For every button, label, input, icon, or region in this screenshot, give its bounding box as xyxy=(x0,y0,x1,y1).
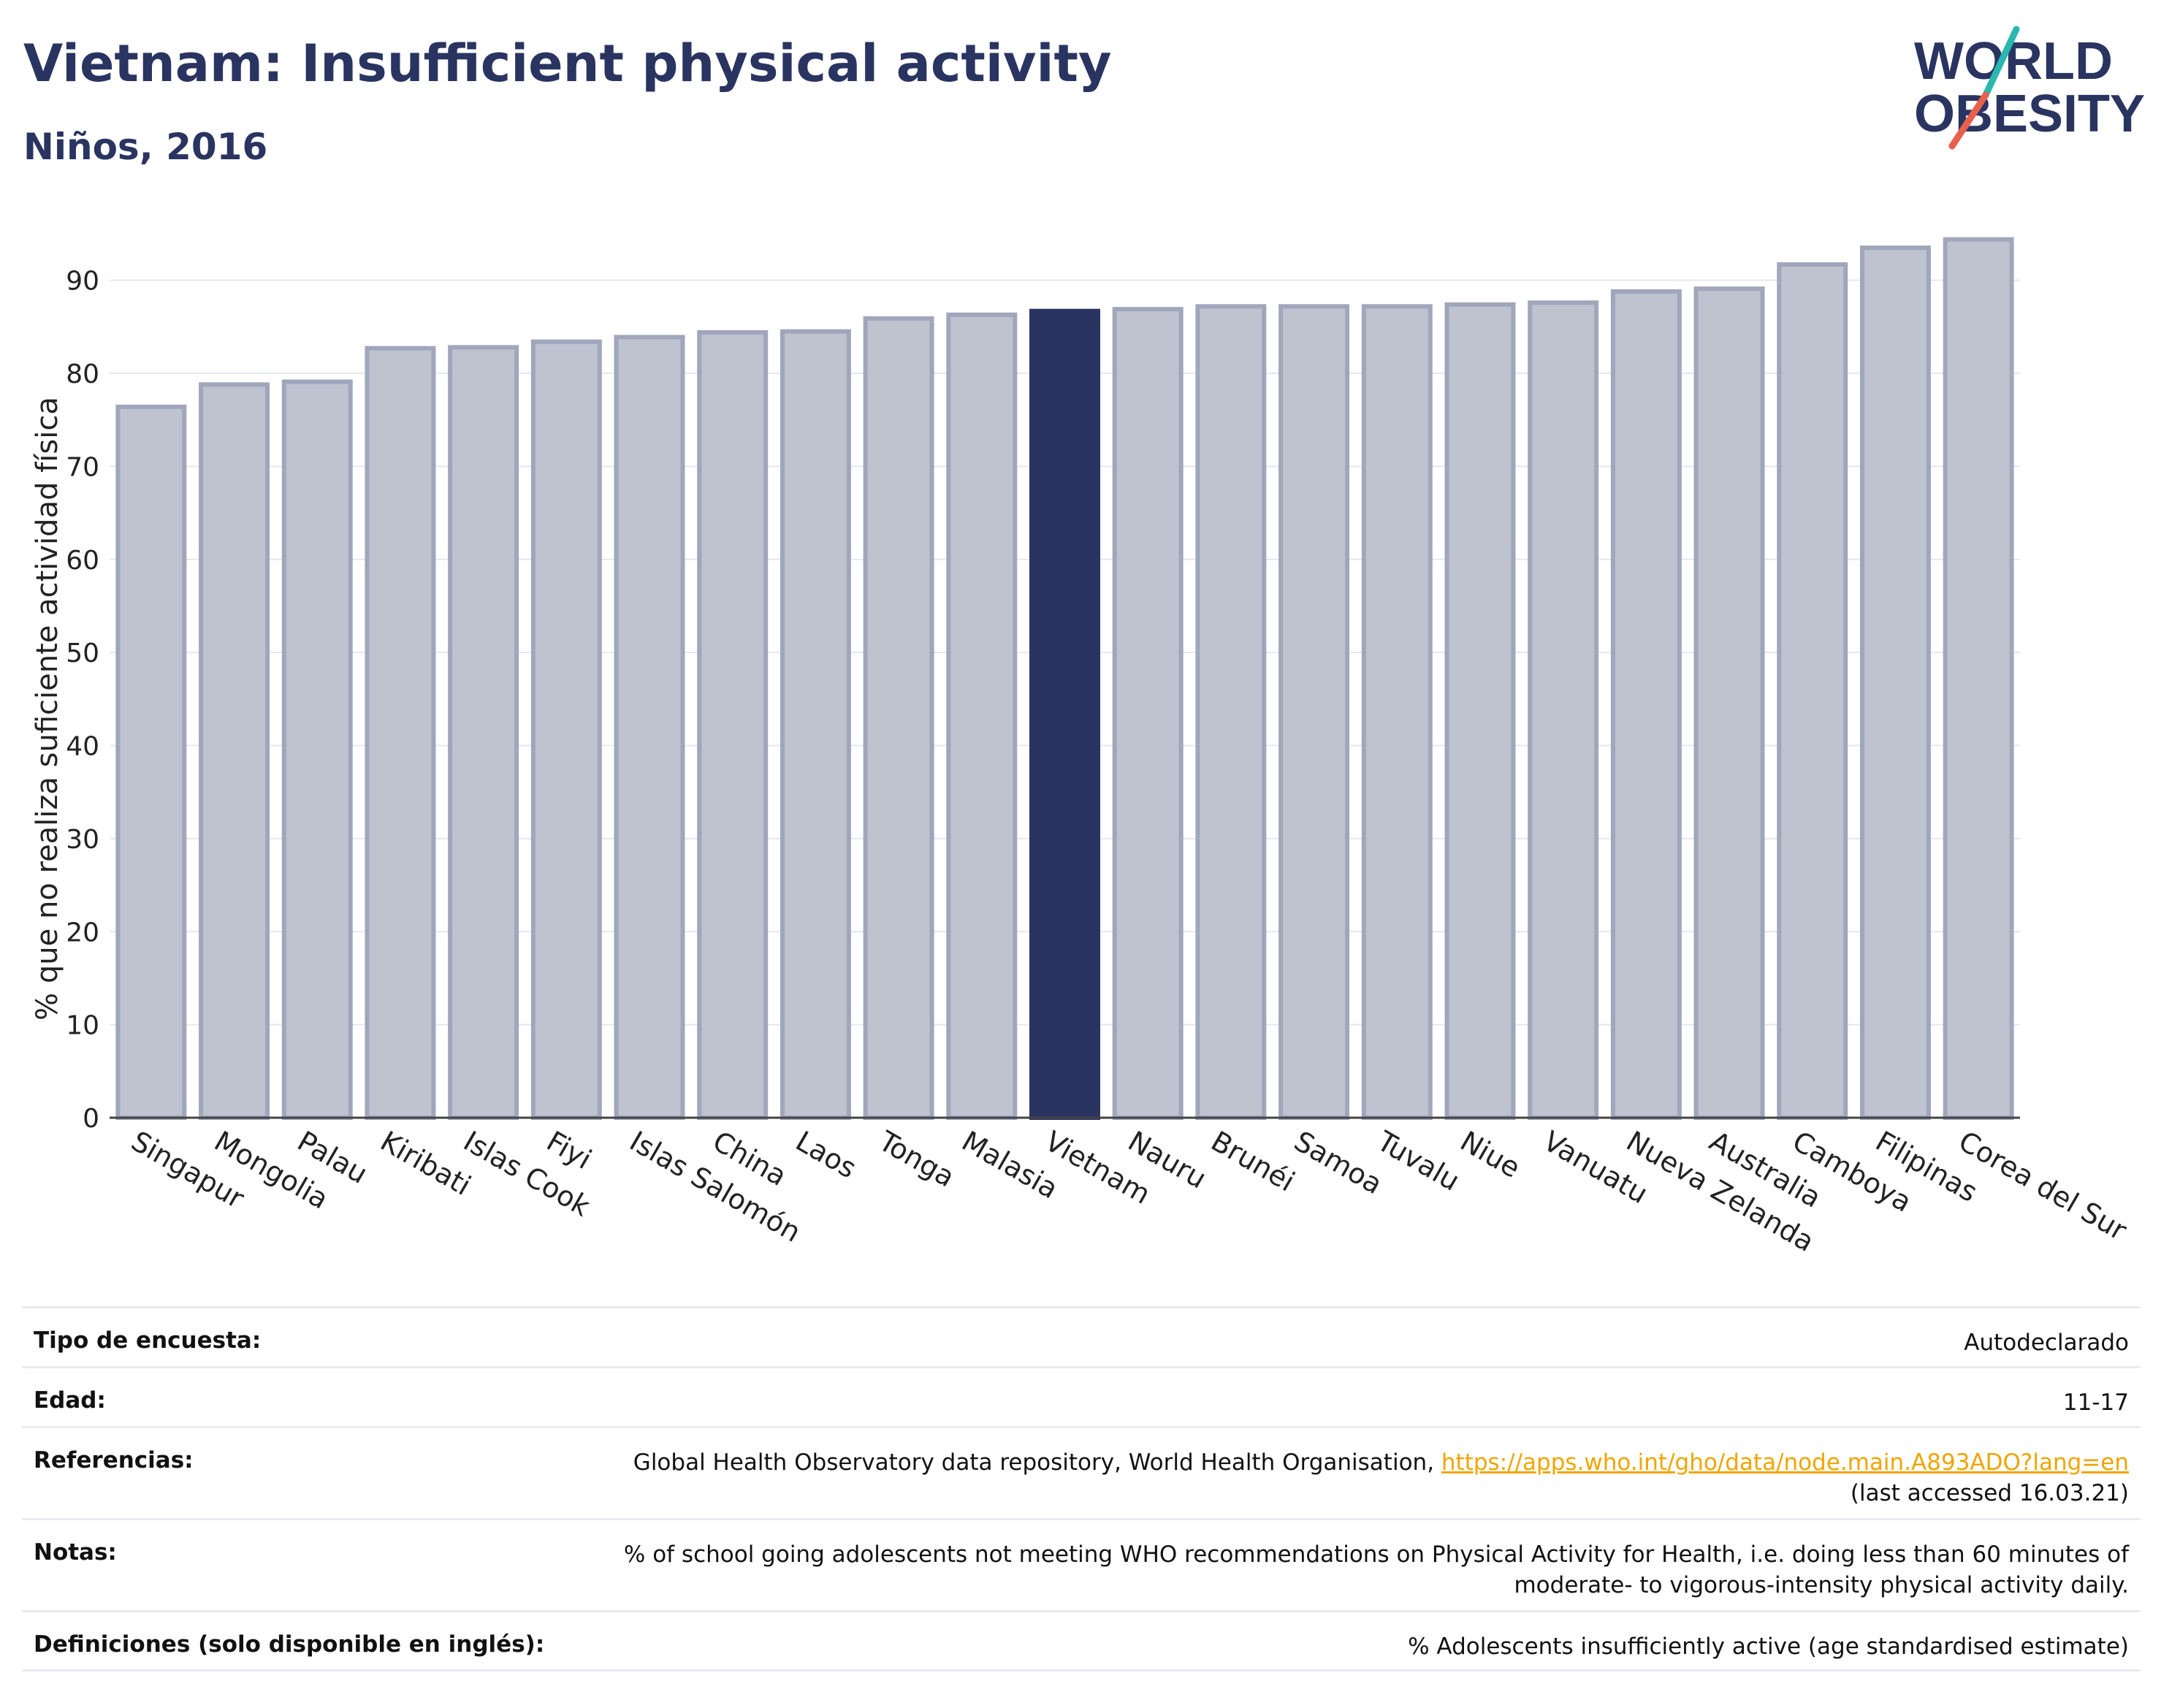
y-tick-label: 40 xyxy=(66,732,99,762)
x-tick-label: Corea del Sur xyxy=(1954,1125,2133,1247)
references-label: Referencias: xyxy=(34,1447,194,1473)
bar xyxy=(1112,307,1184,1120)
bar-chart: 0 10 20 30 40 50 60 70 80 90 SingapurMongoliaPala… xyxy=(31,237,2133,1258)
bar xyxy=(199,382,270,1120)
bar xyxy=(1278,304,1350,1120)
y-tick-label: 10 xyxy=(66,1011,99,1041)
bar xyxy=(448,345,519,1120)
page-subtitle: Niños, 2016 xyxy=(23,126,268,168)
bar xyxy=(365,346,436,1120)
bar xyxy=(780,329,851,1121)
info-row-survey-type: Tipo de encuesta: Autodeclarado xyxy=(22,1306,2141,1366)
age-label: Edad: xyxy=(34,1387,106,1414)
logo-slash-teal xyxy=(1982,26,2020,99)
world-obesity-logo: WORLD OBESITY xyxy=(1914,26,2145,150)
info-row-notes: Notas: % of school going adolescents not… xyxy=(22,1518,2141,1610)
references-value: Global Health Observatory data repositor… xyxy=(633,1447,2129,1509)
bar xyxy=(946,312,1018,1120)
bar xyxy=(1777,262,1848,1120)
references-text: Global Health Observatory data repositor… xyxy=(633,1449,1441,1476)
x-tick-label: Tonga xyxy=(873,1124,960,1193)
notes-line-2: moderate- to vigorous-intensity physical… xyxy=(1514,1572,2129,1598)
info-row-references: Referencias: Global Health Observatory d… xyxy=(22,1426,2141,1518)
y-axis-title: % que no realiza suficiente actividad fí… xyxy=(31,397,64,1021)
bars xyxy=(115,237,2014,1121)
definitions-value: % Adolescents insufficiently active (age… xyxy=(1408,1633,2129,1660)
x-tick-label: Laos xyxy=(790,1125,862,1185)
y-tick-label: 50 xyxy=(66,638,99,668)
bar xyxy=(1361,304,1433,1120)
references-accessed: (last accessed 16.03.21) xyxy=(1850,1480,2129,1506)
y-tick-label: 60 xyxy=(66,546,99,576)
y-tick-label: 20 xyxy=(66,918,99,948)
bar xyxy=(1943,237,2014,1121)
x-tick-label: Brunéi xyxy=(1205,1125,1300,1198)
bar xyxy=(614,335,685,1121)
page-title: Vietnam: Insufficient physical activity xyxy=(23,34,1112,94)
bar xyxy=(1693,286,1765,1121)
logo-text-obesity: OBESITY xyxy=(1914,85,2145,143)
definitions-label: Definiciones (solo disponible en inglés)… xyxy=(34,1631,545,1658)
bar xyxy=(1859,245,1931,1121)
y-axis-ticks: 0 10 20 30 40 50 60 70 80 90 xyxy=(66,267,99,1134)
y-tick-label: 90 xyxy=(66,267,99,297)
notes-value: % of school going adolescents not meetin… xyxy=(624,1539,2129,1601)
y-tick-label: 70 xyxy=(66,452,99,482)
bar xyxy=(281,379,353,1120)
info-table: Tipo de encuesta: Autodeclarado Edad: 11… xyxy=(22,1306,2141,1671)
x-tick-label: Samoa xyxy=(1289,1125,1387,1201)
bar xyxy=(530,339,602,1121)
bar xyxy=(697,330,769,1121)
survey-type-label: Tipo de encuesta: xyxy=(34,1327,262,1354)
bar xyxy=(115,404,187,1120)
y-tick-label: 0 xyxy=(83,1104,99,1134)
survey-type-value: Autodeclarado xyxy=(1964,1330,2129,1356)
bar xyxy=(1444,302,1516,1120)
info-row-definitions: Definiciones (solo disponible en inglés)… xyxy=(22,1610,2141,1671)
x-tick-label: Tuvalu xyxy=(1371,1124,1465,1197)
info-row-age: Edad: 11-17 xyxy=(22,1366,2141,1426)
x-tick-label: Malasia xyxy=(956,1125,1063,1205)
references-link[interactable]: https://apps.who.int/gho/data/node.main.… xyxy=(1441,1449,2129,1476)
notes-line-1: % of school going adolescents not meetin… xyxy=(623,1541,2129,1568)
age-value: 11-17 xyxy=(2062,1389,2129,1416)
bar xyxy=(863,316,934,1120)
y-tick-label: 30 xyxy=(66,825,99,855)
x-tick-label: Kiribati xyxy=(375,1125,476,1202)
bar xyxy=(1195,304,1267,1120)
bar xyxy=(1610,289,1682,1121)
notes-label: Notas: xyxy=(34,1539,117,1566)
bar-highlight xyxy=(1029,308,1100,1120)
logo-slash-coral xyxy=(1948,91,1989,150)
y-tick-label: 80 xyxy=(66,359,99,389)
x-tick-label: Niue xyxy=(1455,1125,1525,1184)
bar xyxy=(1528,300,1599,1120)
